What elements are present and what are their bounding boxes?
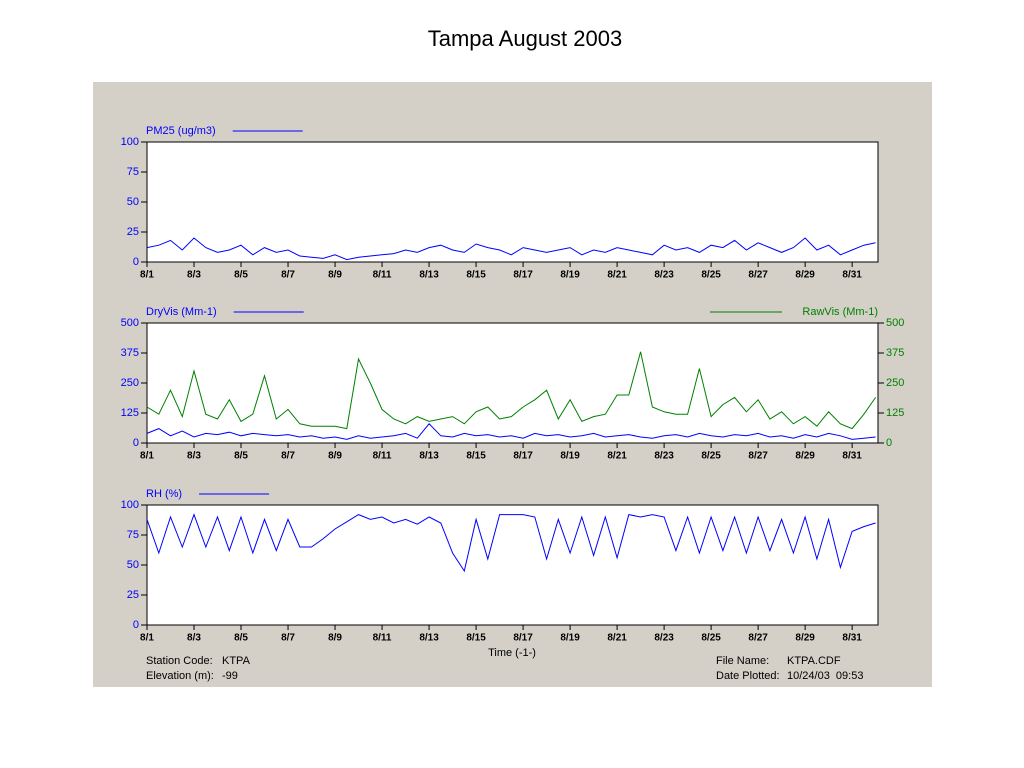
- footer-value: -99: [222, 670, 238, 682]
- plot-area: [146, 504, 879, 626]
- y-tick-label: 25: [127, 226, 139, 238]
- y-tick-label: 500: [121, 317, 139, 329]
- x-tick-label: 8/5: [234, 451, 248, 462]
- y-tick-label: 75: [127, 529, 139, 541]
- footer-value: KTPA: [222, 655, 251, 667]
- x-tick-label: 8/17: [513, 451, 533, 462]
- legend-label: RawVis (Mm-1): [802, 306, 878, 318]
- y-tick-label: 0: [133, 437, 139, 449]
- footer-value: KTPA.CDF: [787, 655, 841, 667]
- x-tick-label: 8/5: [234, 270, 248, 281]
- y2-tick-label: 0: [886, 437, 892, 449]
- y-tick-label: 100: [121, 136, 139, 148]
- legend-label: DryVis (Mm-1): [146, 306, 217, 318]
- x-tick-label: 8/7: [281, 633, 295, 644]
- series-line: [146, 351, 877, 430]
- x-tick-label: 8/15: [466, 451, 486, 462]
- x-tick-label: 8/1: [140, 451, 154, 462]
- x-tick-label: 8/13: [419, 451, 439, 462]
- x-tick-label: 8/27: [748, 451, 768, 462]
- series-line: [146, 423, 876, 440]
- footer-label: Date Plotted:: [716, 670, 780, 682]
- y-tick-label: 25: [127, 589, 139, 601]
- x-tick-label: 8/7: [281, 270, 295, 281]
- footer-label: Station Code:: [146, 655, 213, 667]
- y2-tick-label: 375: [886, 347, 904, 359]
- x-tick-label: 8/29: [795, 451, 815, 462]
- x-tick-label: 8/27: [748, 270, 768, 281]
- y-tick-label: 125: [121, 407, 139, 419]
- footer-value: 10/24/03 09:53: [787, 670, 863, 682]
- y2-tick-label: 500: [886, 317, 904, 329]
- x-tick-label: 8/29: [795, 270, 815, 281]
- x-tick-label: 8/3: [187, 451, 201, 462]
- x-tick-label: 8/19: [560, 451, 580, 462]
- series-line: [146, 237, 876, 261]
- series-line: [146, 513, 876, 573]
- x-tick-label: 8/17: [513, 633, 533, 644]
- x-tick-label: 8/3: [187, 633, 201, 644]
- x-tick-label: 8/31: [842, 451, 862, 462]
- y-tick-label: 250: [121, 377, 139, 389]
- x-tick-label: 8/11: [373, 451, 392, 462]
- x-tick-label: 8/15: [466, 633, 486, 644]
- x-tick-label: 8/17: [513, 270, 533, 281]
- x-tick-label: 8/9: [328, 270, 342, 281]
- x-tick-label: 8/21: [607, 633, 627, 644]
- x-tick-label: 8/21: [607, 270, 627, 281]
- y-tick-label: 50: [127, 559, 139, 571]
- x-tick-label: 8/31: [842, 633, 862, 644]
- x-tick-label: 8/1: [140, 270, 154, 281]
- y2-tick-label: 125: [886, 407, 904, 419]
- y-tick-label: 0: [133, 256, 139, 268]
- x-tick-label: 8/27: [748, 633, 768, 644]
- x-tick-label: 8/25: [701, 270, 721, 281]
- x-tick-label: 8/13: [419, 633, 439, 644]
- y-tick-label: 375: [121, 347, 139, 359]
- x-axis-label: Time (-1-): [488, 647, 536, 659]
- y-tick-label: 0: [133, 619, 139, 631]
- chart-title: Tampa August 2003: [428, 26, 622, 51]
- footer-label: Elevation (m):: [146, 670, 214, 682]
- x-tick-label: 8/19: [560, 270, 580, 281]
- y-tick-label: 75: [127, 166, 139, 178]
- x-tick-label: 8/29: [795, 633, 815, 644]
- x-tick-label: 8/21: [607, 451, 627, 462]
- y-tick-label: 100: [121, 499, 139, 511]
- x-tick-label: 8/11: [373, 633, 392, 644]
- x-tick-label: 8/23: [654, 451, 674, 462]
- x-tick-label: 8/5: [234, 633, 248, 644]
- x-tick-label: 8/9: [328, 451, 342, 462]
- legend-label: RH (%): [146, 488, 182, 500]
- x-tick-label: 8/15: [466, 270, 486, 281]
- x-tick-label: 8/25: [701, 451, 721, 462]
- plot-area: [146, 141, 879, 263]
- x-tick-label: 8/23: [654, 270, 674, 281]
- x-tick-label: 8/31: [842, 270, 862, 281]
- x-tick-label: 8/23: [654, 633, 674, 644]
- plot-area: [146, 322, 879, 444]
- x-tick-label: 8/25: [701, 633, 721, 644]
- x-tick-label: 8/7: [281, 451, 295, 462]
- x-tick-label: 8/3: [187, 270, 201, 281]
- x-tick-label: 8/9: [328, 633, 342, 644]
- footer-label: File Name:: [716, 655, 769, 667]
- x-tick-label: 8/19: [560, 633, 580, 644]
- legend-label: PM25 (ug/m3): [146, 125, 216, 137]
- y-tick-label: 50: [127, 196, 139, 208]
- y2-tick-label: 250: [886, 377, 904, 389]
- x-tick-label: 8/13: [419, 270, 439, 281]
- x-tick-label: 8/1: [140, 633, 154, 644]
- x-tick-label: 8/11: [373, 270, 392, 281]
